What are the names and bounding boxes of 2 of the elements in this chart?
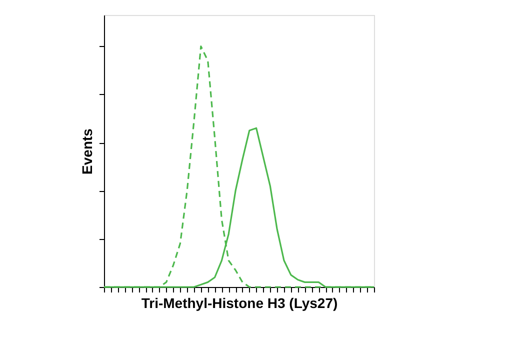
y-axis-title: Events — [79, 128, 95, 174]
x-axis-title: Tri-Methyl-Histone H3 (Lys27) — [141, 295, 338, 311]
